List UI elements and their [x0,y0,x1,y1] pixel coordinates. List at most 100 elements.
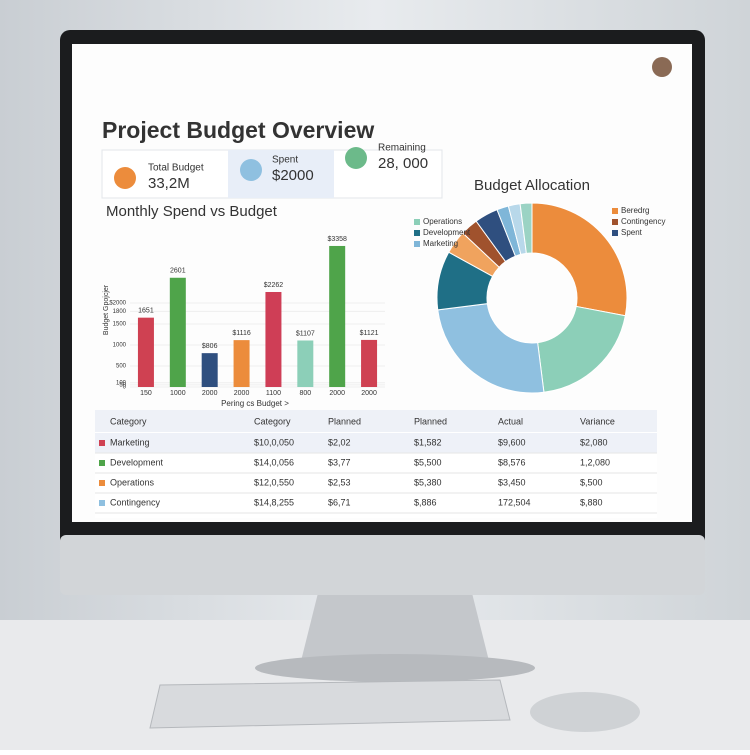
table-cell: $1,582 [414,437,442,447]
table-cell: $14,8,255 [254,497,294,507]
bar-value-label: $1121 [360,330,379,337]
page-title: Project Budget Overview [102,117,374,143]
keyboard [149,679,511,729]
x-tick-label: 1100 [266,390,281,397]
kpi-value: 28, 000 [378,155,428,172]
row-swatch [99,480,105,486]
x-axis-label: Pering cs Budget > [221,399,289,408]
row-swatch [99,500,105,506]
bar [233,340,250,387]
table-cell: $14,0,056 [254,457,294,467]
kpi-icon [240,159,262,181]
y-tick-label: 500 [116,364,127,370]
table-cell: $6,71 [328,497,351,507]
donut-segment [437,303,545,394]
table-header-cell: Planned [328,416,361,426]
bar [329,245,346,387]
x-tick-label: 2000 [234,390,250,397]
legend-swatch [414,241,420,247]
table-header [95,410,657,432]
x-tick-label: 1000 [170,390,186,397]
bar-value-label: $1107 [296,330,315,337]
avatar [652,57,672,77]
kpi-icon [114,167,136,189]
x-tick-label: 2000 [202,390,218,397]
table-header-cell: Planned [414,416,447,426]
table-cell: Operations [110,477,155,487]
y-tick-label: 1800 [113,309,127,315]
table-cell: 1,2,080 [580,457,610,467]
y-tick-label: 1000 [113,343,127,349]
legend-swatch [612,219,618,225]
bar-value-label: $3358 [327,236,347,243]
bar [201,353,218,387]
kpi-label: Spent [272,155,298,166]
table-cell: Marketing [110,437,150,447]
monitor-chin [60,535,705,595]
table-cell: $,886 [414,497,437,507]
bar [361,339,378,387]
table-cell: $12,0,550 [254,477,294,487]
monitor-stand [300,585,490,665]
table-cell: Contingency [110,497,161,507]
table-header-cell: Category [110,416,147,426]
bar-value-label: 2601 [170,268,186,275]
row-swatch [99,440,105,446]
bar [169,277,186,387]
kpi-label: Remaining [378,143,426,154]
y-tick-label: $2000 [109,301,126,307]
table-cell: $3,77 [328,457,351,467]
table-cell: $2,53 [328,477,351,487]
chart-title: Budget Allocation [474,177,590,194]
table-cell: $2,02 [328,437,351,447]
y-axis-label: Budget Gpojcjer [103,284,110,335]
kpi-icon [345,147,367,169]
x-tick-label: 150 [140,390,152,397]
row-highlight [95,433,657,453]
bar-value-label: $806 [202,343,218,350]
legend-label: Operations [423,217,462,226]
bar-value-label: $1116 [232,330,251,337]
chart-title: Monthly Spend vs Budget [106,203,278,220]
donut-segment [531,202,628,317]
legend-label: Spent [621,228,643,237]
y-tick-label: 100 [116,380,127,386]
kpi-value: 33,2M [148,175,190,192]
legend-swatch [612,208,618,214]
row-swatch [99,460,105,466]
legend-label: Beredrg [621,206,649,215]
bar [137,317,154,387]
stand-base [255,654,535,682]
bar [265,291,282,387]
bar-value-label: $2262 [264,282,284,289]
legend-label: Development [423,228,471,237]
table-cell: $9,600 [498,437,526,447]
donut-segment [519,202,533,254]
x-tick-label: 2000 [329,390,345,397]
legend-swatch [414,230,420,236]
table-cell: Development [110,457,164,467]
table-cell: $8,576 [498,457,526,467]
table-cell: $10,0,050 [254,437,294,447]
table-cell: $5,500 [414,457,442,467]
table-cell: $5,380 [414,477,442,487]
y-tick-label: 50 [119,382,126,388]
legend-label: Contingency [621,217,665,226]
kpi-value: $2000 [272,167,314,184]
table-cell: 172,504 [498,497,531,507]
legend-swatch [612,230,618,236]
y-tick-label: 0 [123,385,127,391]
bar-value-label: 1651 [138,308,154,315]
bar [297,340,314,387]
table-cell: $,880 [580,497,603,507]
x-tick-label: 2000 [361,390,377,397]
legend-label: Marketing [423,239,458,248]
table-cell: $3,450 [498,477,526,487]
kpi-label: Total Budget [148,163,204,174]
table-header-cell: Category [254,416,291,426]
x-tick-label: 800 [299,390,311,397]
table-header-cell: Actual [498,416,523,426]
y-tick-label: 1500 [113,322,127,328]
